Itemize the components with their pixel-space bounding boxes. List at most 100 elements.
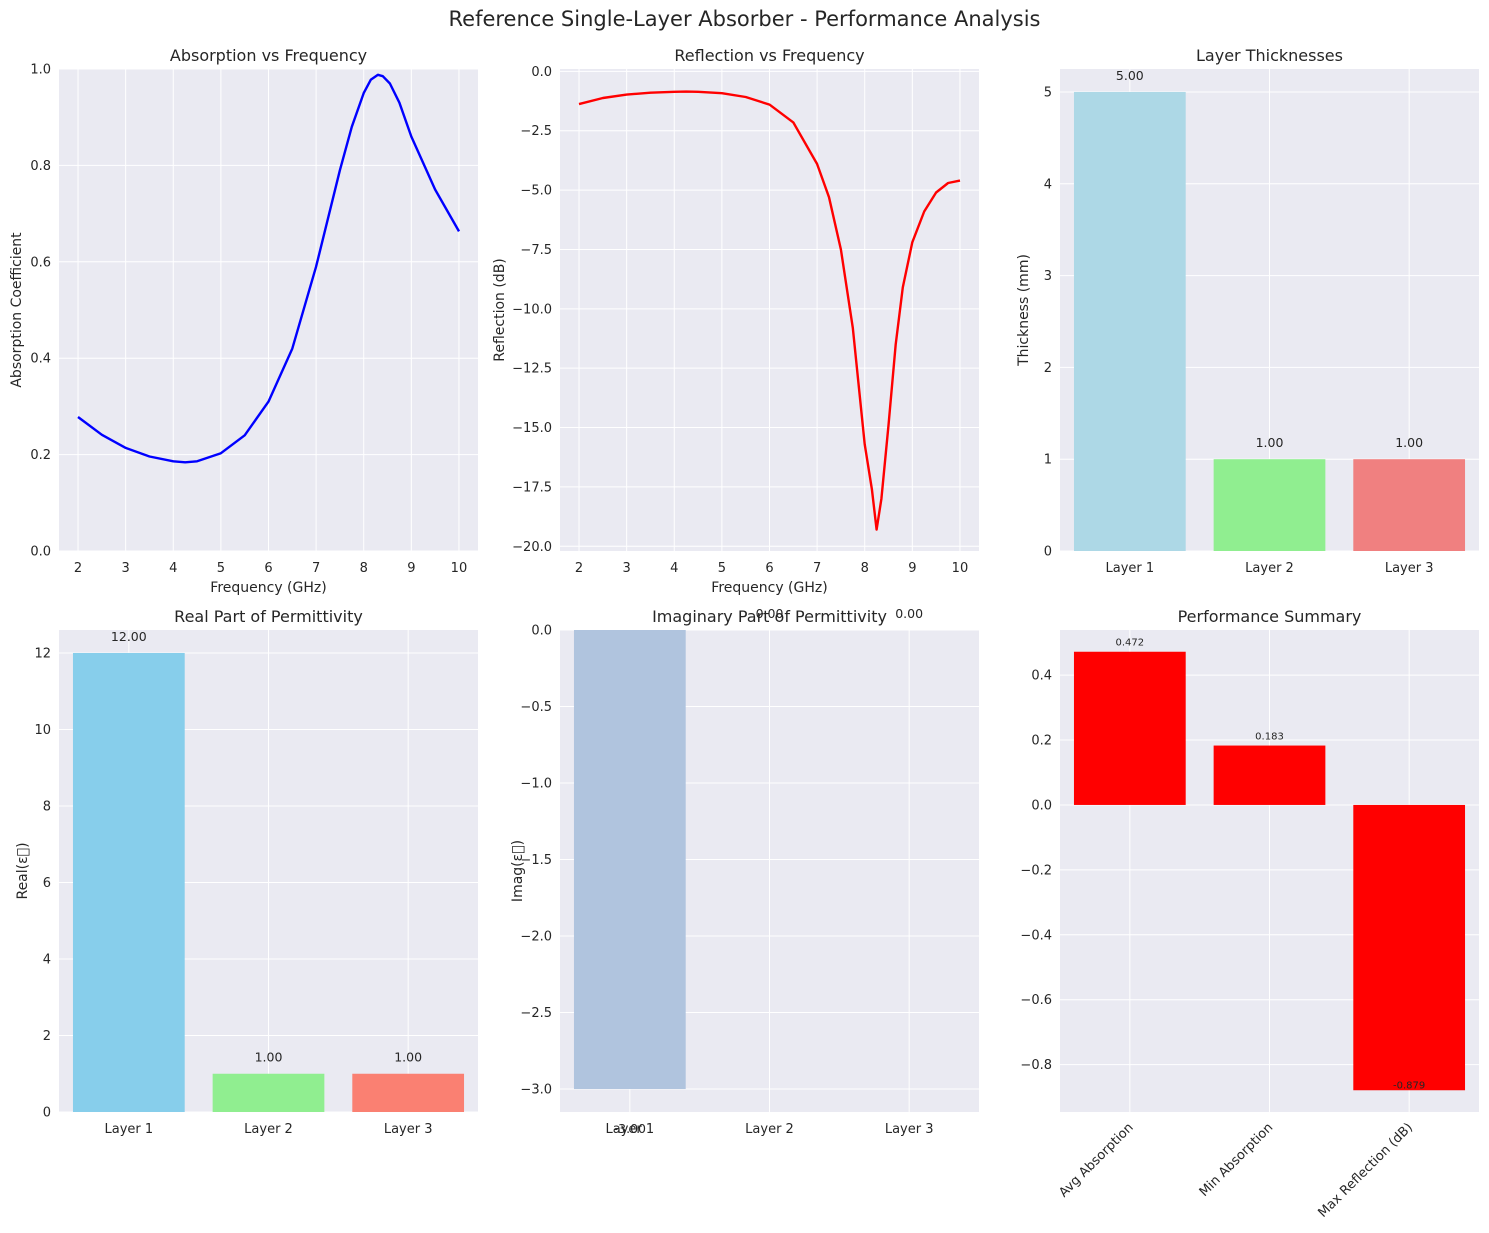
- data-label: 1.00: [394, 1050, 422, 1065]
- bar: [1213, 745, 1326, 805]
- y-tick-label: −10.0: [512, 302, 552, 317]
- y-tick-label: 12: [34, 646, 51, 661]
- y-tick-label: −7.5: [520, 243, 552, 258]
- y-axis-label: Reflection (dB): [492, 258, 508, 362]
- x-tick-label: Layer 3: [384, 1122, 433, 1137]
- x-tick-label: 9: [908, 561, 916, 576]
- y-tick-label: −0.6: [1020, 993, 1052, 1008]
- chart-panel-2: 0.0 −2.5 −5.0 −7.5 −10.0 −12.5 −15.0 −17.5 −20.0…: [492, 46, 979, 596]
- x-tick-label: 3: [122, 561, 130, 576]
- x-tick-label: 8: [861, 561, 869, 576]
- y-tick-label: 0.4: [30, 352, 51, 367]
- data-label: 1.00: [1256, 435, 1284, 450]
- x-tick-label: Layer 3: [1385, 561, 1434, 576]
- y-tick-label: 4: [1044, 177, 1052, 192]
- y-tick-label: −17.5: [512, 480, 552, 495]
- x-tick-label: Layer 2: [244, 1122, 293, 1137]
- data-label: 0.472: [1116, 638, 1145, 649]
- x-tick-label: 9: [407, 561, 415, 576]
- y-tick-label: 0.0: [531, 624, 552, 639]
- bar: [352, 1073, 465, 1112]
- x-tick-label: 6: [765, 561, 773, 576]
- data-label: 5.00: [1116, 68, 1144, 83]
- bar: [1353, 459, 1466, 551]
- y-tick-label: −0.5: [520, 700, 552, 715]
- y-tick-label: −1.0: [520, 777, 552, 792]
- y-tick-label: −1.5: [520, 853, 552, 868]
- y-tick-label: 10: [34, 723, 51, 738]
- x-tick-label: 3: [623, 561, 631, 576]
- axis-title: Performance Summary: [1178, 607, 1362, 626]
- chart-panel-3: 0 1 2 3 4 5 Layer 1 Layer 2 Layer 3 5.00 1.00 1.00 L…: [1016, 46, 1479, 576]
- x-tick-label: 8: [360, 561, 368, 576]
- y-tick-label: 0: [43, 1106, 51, 1121]
- y-tick-label: −5.0: [520, 184, 552, 199]
- chart-panel-4: 0 2 4 6 8 10 12 Layer 1 Layer 2 Layer 3 12.00 1.00 1…: [15, 607, 478, 1137]
- y-tick-label: −15.0: [512, 421, 552, 436]
- figure-title: Reference Single-Layer Absorber - Perfor…: [449, 7, 1041, 31]
- series-line: [77, 73, 461, 464]
- y-tick-label: 8: [43, 799, 51, 814]
- y-tick-label: 0.8: [30, 159, 51, 174]
- y-tick-label: −0.2: [1020, 863, 1052, 878]
- x-tick-label: 6: [264, 561, 272, 576]
- chart-panel-1: 0.0 0.2 0.4 0.6 0.8 1.0 2 3 4 5 6 7 8 9 10 Absorption v…: [9, 46, 478, 596]
- x-tick-label: 10: [952, 561, 969, 576]
- x-tick-label: 4: [169, 561, 177, 576]
- axis-title: Reflection vs Frequency: [674, 46, 864, 65]
- x-tick-label: 5: [217, 561, 225, 576]
- y-axis-label: Thickness (mm): [1016, 254, 1032, 367]
- bar: [1353, 804, 1466, 1091]
- x-tick-label: 7: [312, 561, 320, 576]
- y-axis-label: Real(ε⃝): [15, 842, 31, 899]
- y-tick-label: −3.0: [520, 1083, 552, 1098]
- bar: [573, 630, 686, 1090]
- data-label: 0.183: [1255, 732, 1284, 743]
- bar: [1073, 91, 1186, 551]
- bar: [72, 652, 185, 1112]
- y-tick-label: 4: [43, 952, 51, 967]
- y-tick-label: 0: [1044, 545, 1052, 560]
- chart-panel-5: 0.0 −0.5 −1.0 −1.5 −2.0 −2.5 −3.0 Layer 1 Layer …: [510, 606, 979, 1137]
- x-tick-label: Layer 1: [105, 1122, 154, 1137]
- y-tick-label: −0.4: [1020, 928, 1052, 943]
- axis-title: Real Part of Permittivity: [174, 607, 363, 626]
- y-tick-label: −20.0: [512, 540, 552, 555]
- x-tick-label: Layer 2: [745, 1122, 794, 1137]
- data-label: 1.00: [255, 1050, 283, 1065]
- y-tick-label: 0.2: [1031, 734, 1052, 749]
- y-tick-label: 0.0: [1031, 798, 1052, 813]
- y-tick-label: 5: [1044, 85, 1052, 100]
- y-axis-label: Imag(ε⃝): [510, 840, 526, 902]
- x-axis-label: Frequency (GHz): [210, 580, 326, 596]
- data-label: 1.00: [1395, 435, 1423, 450]
- y-tick-label: 1: [1044, 453, 1052, 468]
- y-tick-label: 0.0: [531, 65, 552, 80]
- x-tick-label: Layer 1: [606, 1122, 655, 1137]
- data-label: -0.879: [1393, 1080, 1425, 1091]
- x-tick-label: 2: [575, 561, 583, 576]
- axis-title: Layer Thicknesses: [1196, 46, 1343, 65]
- y-tick-label: 3: [1044, 269, 1052, 284]
- y-tick-label: −2.5: [520, 124, 552, 139]
- x-tick-label: 5: [718, 561, 726, 576]
- x-tick-label: 7: [813, 561, 821, 576]
- series-line: [578, 90, 961, 531]
- y-tick-label: −12.5: [512, 362, 552, 377]
- y-tick-label: 0.6: [30, 255, 51, 270]
- y-tick-label: 2: [43, 1029, 51, 1044]
- y-tick-label: 0.4: [1031, 669, 1052, 684]
- x-axis-label: Frequency (GHz): [711, 580, 827, 596]
- data-label: 0.00: [895, 606, 923, 621]
- y-tick-label: 6: [43, 876, 51, 891]
- x-tick-label: 4: [670, 561, 678, 576]
- axis-title: Absorption vs Frequency: [170, 46, 367, 65]
- data-label: 12.00: [111, 629, 147, 644]
- x-tick-label: 10: [451, 561, 468, 576]
- y-tick-label: −2.5: [520, 1006, 552, 1021]
- y-tick-label: −0.8: [1020, 1058, 1052, 1073]
- data-label: 0.00: [756, 606, 784, 621]
- bar: [1073, 651, 1186, 805]
- data-label: -3.00: [614, 1121, 646, 1136]
